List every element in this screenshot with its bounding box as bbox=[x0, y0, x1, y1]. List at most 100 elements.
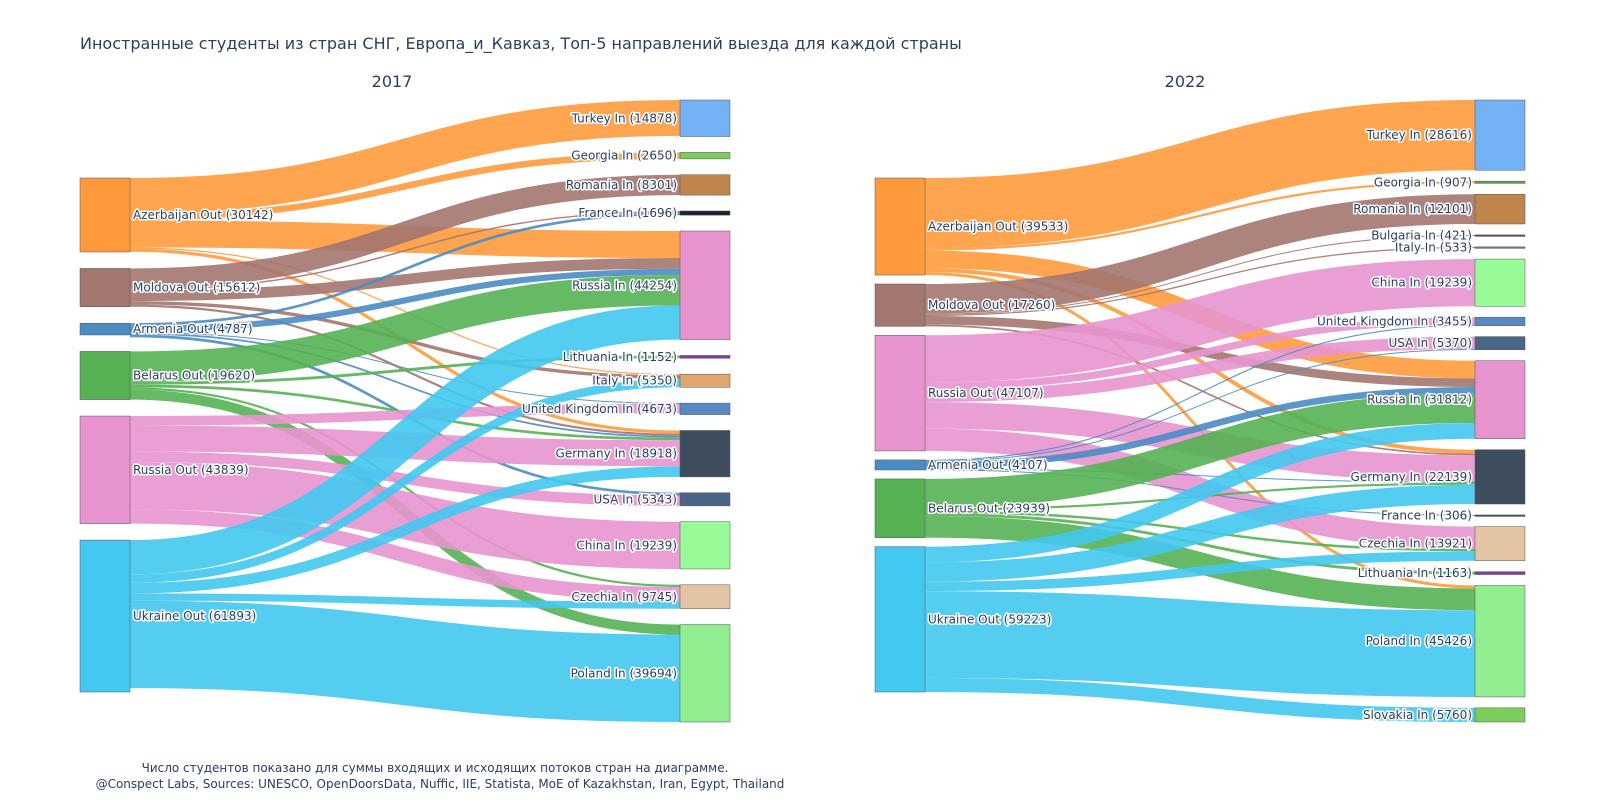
target-label-georgia: Georgia In (907) bbox=[1374, 175, 1472, 189]
link-russia-to-china bbox=[924, 259, 1476, 383]
target-label-turkey: Turkey In (28616) bbox=[1366, 128, 1472, 142]
source-node-ukraine bbox=[874, 546, 926, 693]
link-azerbaijan-to-turkey bbox=[924, 99, 1476, 249]
link-ukraine-to-germany bbox=[924, 484, 1476, 582]
link-moldova-to-russia bbox=[129, 257, 681, 302]
target-node-russia bbox=[1474, 360, 1526, 440]
link-russia-to-china bbox=[129, 461, 681, 569]
link-ukraine-to-germany bbox=[129, 466, 681, 594]
link-russia-to-united-kingdom bbox=[129, 403, 681, 426]
footnote-2: @Conspect Labs, Sources: UNESCO, OpenDoo… bbox=[96, 777, 785, 791]
target-node-slovakia bbox=[1474, 707, 1526, 723]
target-node-china bbox=[1474, 258, 1526, 307]
link-armenia-to-russia bbox=[129, 268, 681, 333]
target-node-usa bbox=[1474, 336, 1526, 351]
source-node-moldova bbox=[79, 268, 131, 308]
nodes: Azerbaijan Out (39533) Moldova Out (17260… bbox=[874, 99, 1526, 723]
source-label-azerbaijan: Azerbaijan Out (39533) bbox=[928, 220, 1068, 234]
link-armenia-to-united-kingdom bbox=[924, 324, 1476, 462]
target-label-italy: Italy In (5350) bbox=[592, 374, 677, 388]
target-label-bulgaria: Bulgaria In (421) bbox=[1371, 229, 1472, 243]
target-label-romania: Romania In (12101) bbox=[1353, 202, 1472, 216]
link-belarus-to-russia bbox=[129, 274, 681, 382]
link-azerbaijan-to-georgia bbox=[129, 152, 681, 221]
source-label-belarus: Belarus Out (23939) bbox=[928, 501, 1050, 515]
source-node-russia bbox=[874, 335, 926, 452]
target-node-romania bbox=[1474, 194, 1526, 225]
target-node-france bbox=[1474, 514, 1526, 517]
link-armenia-to-france bbox=[129, 212, 681, 326]
link-ukraine-to-czechia bbox=[129, 593, 681, 609]
target-node-poland bbox=[1474, 585, 1526, 698]
link-armenia-to-germany bbox=[924, 468, 1476, 483]
source-node-azerbaijan bbox=[874, 177, 926, 276]
target-label-russia: Russia In (31812) bbox=[1367, 393, 1472, 407]
target-label-italy: Italy In (533) bbox=[1395, 241, 1472, 255]
link-ukraine-to-poland bbox=[924, 591, 1476, 697]
target-node-italy bbox=[679, 373, 731, 388]
target-node-romania bbox=[679, 174, 731, 196]
target-label-czechia: Czechia In (9745) bbox=[571, 590, 677, 604]
link-russia-to-czechia bbox=[129, 509, 681, 602]
source-node-belarus bbox=[874, 478, 926, 538]
target-node-bulgaria bbox=[1474, 234, 1526, 237]
link-ukraine-to-slovakia bbox=[924, 677, 1476, 722]
target-label-united-kingdom: United Kingdom In (3455) bbox=[1317, 314, 1472, 328]
target-node-france bbox=[679, 210, 731, 216]
target-node-germany bbox=[1474, 449, 1526, 505]
link-moldova-to-romania bbox=[129, 174, 681, 289]
source-label-armenia: Armenia Out (4787) bbox=[133, 322, 253, 336]
link-armenia-to-germany bbox=[129, 332, 681, 438]
source-label-belarus: Belarus Out (19620) bbox=[133, 368, 255, 382]
source-node-ukraine bbox=[79, 539, 131, 693]
target-label-lithuania: Lithuania In (1163) bbox=[1358, 566, 1472, 580]
link-moldova-to-france bbox=[129, 210, 681, 291]
link-armenia-to-united-kingdom bbox=[129, 332, 681, 405]
source-node-belarus bbox=[79, 351, 131, 400]
target-label-romania: Romania In (8301) bbox=[566, 178, 677, 192]
nodes: Azerbaijan Out (30142) Moldova Out (15612… bbox=[79, 99, 731, 723]
target-node-georgia bbox=[679, 152, 731, 160]
source-label-armenia: Armenia Out (4107) bbox=[928, 458, 1048, 472]
target-node-italy bbox=[1474, 246, 1526, 249]
panels: 2017 Azerbaijan Out (30142) Moldova Out (1… bbox=[79, 72, 1526, 723]
links bbox=[924, 99, 1476, 722]
link-moldova-to-italy bbox=[924, 246, 1476, 317]
source-node-azerbaijan bbox=[79, 177, 131, 253]
target-label-usa: USA In (5343) bbox=[593, 492, 677, 506]
target-node-poland bbox=[679, 624, 731, 723]
target-node-russia bbox=[679, 230, 731, 340]
link-belarus-to-russia bbox=[924, 393, 1476, 509]
source-node-russia bbox=[79, 415, 131, 524]
target-label-georgia: Georgia In (2650) bbox=[571, 149, 677, 163]
source-label-azerbaijan: Azerbaijan Out (30142) bbox=[133, 208, 273, 222]
target-label-czechia: Czechia In (13921) bbox=[1359, 537, 1472, 551]
link-belarus-to-czechia bbox=[129, 387, 681, 588]
link-ukraine-to-czechia bbox=[924, 551, 1476, 592]
link-belarus-to-lithuania bbox=[129, 355, 681, 385]
target-node-united-kingdom bbox=[1474, 316, 1526, 326]
target-node-united-kingdom bbox=[679, 402, 731, 415]
target-node-germany bbox=[679, 430, 731, 478]
target-label-turkey: Turkey In (14878) bbox=[571, 111, 677, 125]
target-node-turkey bbox=[1474, 99, 1526, 171]
source-label-ukraine: Ukraine Out (61893) bbox=[133, 609, 256, 623]
source-node-armenia bbox=[79, 322, 131, 336]
target-label-france: France In (306) bbox=[1381, 509, 1472, 523]
source-label-moldova: Moldova Out (17260) bbox=[928, 298, 1055, 312]
link-moldova-to-bulgaria bbox=[924, 234, 1476, 315]
target-label-usa: USA In (5370) bbox=[1388, 336, 1472, 350]
link-ukraine-to-italy bbox=[129, 378, 681, 583]
link-azerbaijan-to-italy bbox=[129, 247, 681, 376]
target-node-czechia bbox=[1474, 526, 1526, 562]
link-belarus-to-poland bbox=[924, 515, 1476, 611]
target-label-russia: Russia In (44254) bbox=[572, 278, 677, 292]
link-moldova-to-romania bbox=[924, 194, 1476, 314]
link-russia-to-united-kingdom bbox=[924, 317, 1476, 390]
panel-year-2017: 2017 bbox=[372, 72, 413, 91]
link-ukraine-to-russia bbox=[129, 305, 681, 575]
target-label-france: France In (1696) bbox=[578, 206, 677, 220]
link-azerbaijan-to-turkey bbox=[129, 100, 681, 214]
panel-year-2022: 2022 bbox=[1165, 72, 1206, 91]
